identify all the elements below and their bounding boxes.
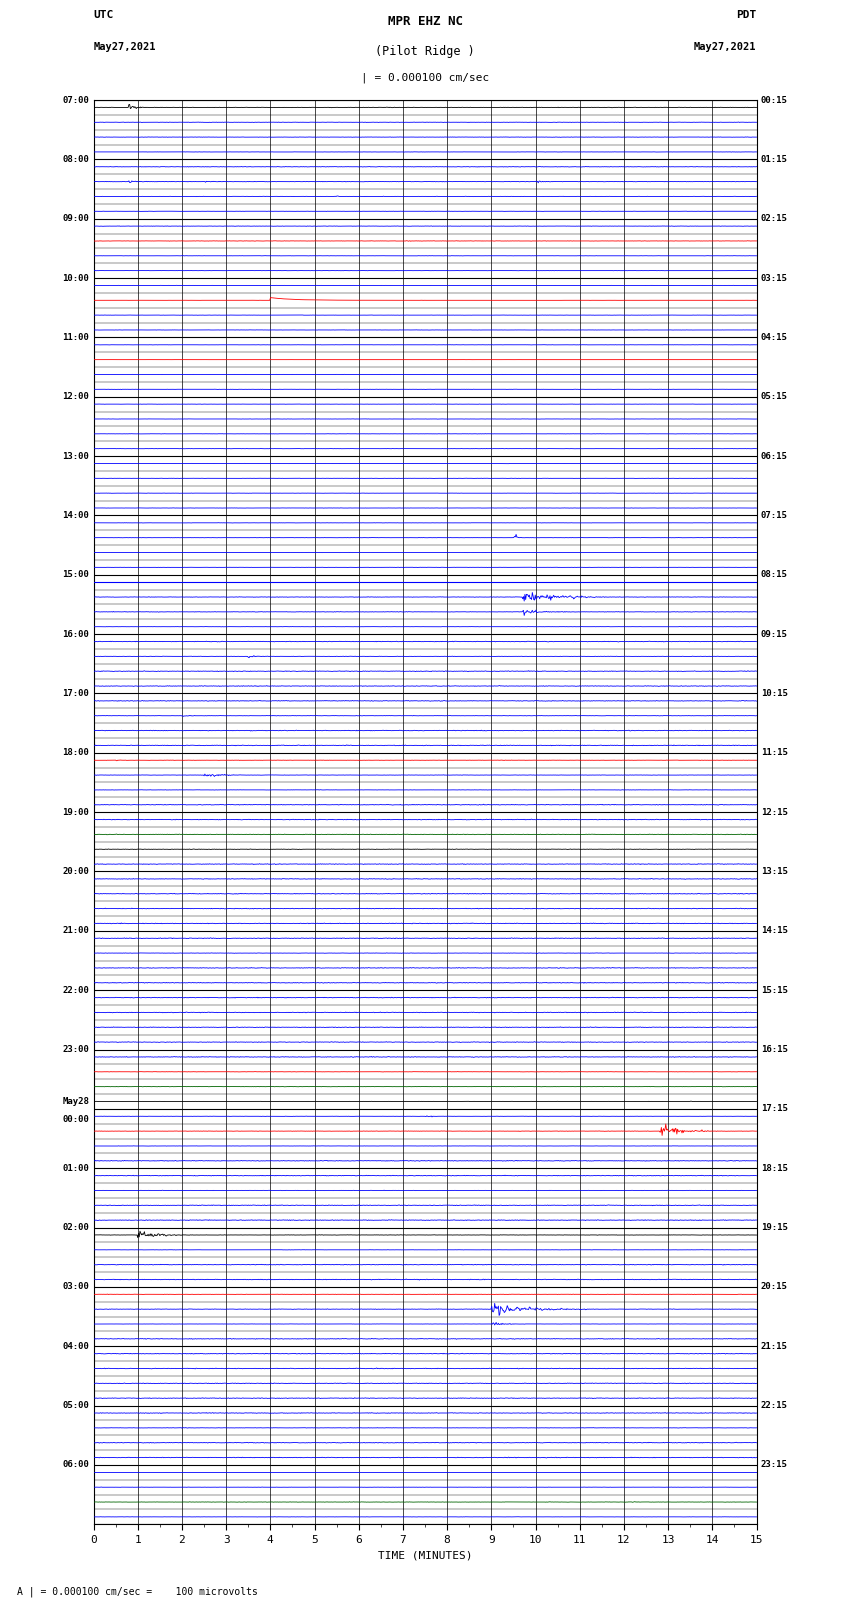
Text: 04:00: 04:00: [62, 1342, 89, 1350]
Text: 12:15: 12:15: [761, 808, 788, 816]
Text: 06:00: 06:00: [62, 1460, 89, 1469]
Text: 00:15: 00:15: [761, 95, 788, 105]
Text: 17:15: 17:15: [761, 1105, 788, 1113]
Text: 21:00: 21:00: [62, 926, 89, 936]
Text: May27,2021: May27,2021: [94, 42, 156, 52]
Text: 06:15: 06:15: [761, 452, 788, 461]
Text: 23:00: 23:00: [62, 1045, 89, 1053]
Text: 11:15: 11:15: [761, 748, 788, 756]
Text: 19:00: 19:00: [62, 808, 89, 816]
Text: 18:00: 18:00: [62, 748, 89, 756]
Text: 08:15: 08:15: [761, 571, 788, 579]
Text: 12:00: 12:00: [62, 392, 89, 402]
Text: 10:15: 10:15: [761, 689, 788, 698]
Text: 17:00: 17:00: [62, 689, 89, 698]
Text: May28: May28: [62, 1097, 89, 1105]
Text: 21:15: 21:15: [761, 1342, 788, 1350]
Text: 13:00: 13:00: [62, 452, 89, 461]
Text: | = 0.000100 cm/sec: | = 0.000100 cm/sec: [361, 73, 489, 82]
Text: 04:15: 04:15: [761, 332, 788, 342]
Text: 07:00: 07:00: [62, 95, 89, 105]
Text: 05:15: 05:15: [761, 392, 788, 402]
Text: 05:00: 05:00: [62, 1402, 89, 1410]
Text: 13:15: 13:15: [761, 868, 788, 876]
Text: 10:00: 10:00: [62, 274, 89, 282]
Text: 09:00: 09:00: [62, 215, 89, 223]
Text: 16:15: 16:15: [761, 1045, 788, 1053]
Text: 15:00: 15:00: [62, 571, 89, 579]
Text: May27,2021: May27,2021: [694, 42, 756, 52]
Text: 00:00: 00:00: [62, 1115, 89, 1124]
Text: 11:00: 11:00: [62, 332, 89, 342]
Text: 09:15: 09:15: [761, 629, 788, 639]
Text: PDT: PDT: [736, 10, 756, 19]
Text: 03:15: 03:15: [761, 274, 788, 282]
Text: 22:15: 22:15: [761, 1402, 788, 1410]
Text: 14:00: 14:00: [62, 511, 89, 519]
Text: 08:00: 08:00: [62, 155, 89, 165]
Text: UTC: UTC: [94, 10, 114, 19]
Text: 03:00: 03:00: [62, 1282, 89, 1292]
Text: 02:00: 02:00: [62, 1223, 89, 1232]
Text: 14:15: 14:15: [761, 926, 788, 936]
Text: 22:00: 22:00: [62, 986, 89, 995]
Text: 19:15: 19:15: [761, 1223, 788, 1232]
X-axis label: TIME (MINUTES): TIME (MINUTES): [377, 1550, 473, 1560]
Text: 07:15: 07:15: [761, 511, 788, 519]
Text: 23:15: 23:15: [761, 1460, 788, 1469]
Text: (Pilot Ridge ): (Pilot Ridge ): [375, 45, 475, 58]
Text: 02:15: 02:15: [761, 215, 788, 223]
Text: A | = 0.000100 cm/sec =    100 microvolts: A | = 0.000100 cm/sec = 100 microvolts: [17, 1586, 258, 1597]
Text: 18:15: 18:15: [761, 1163, 788, 1173]
Text: 16:00: 16:00: [62, 629, 89, 639]
Text: 15:15: 15:15: [761, 986, 788, 995]
Text: 20:00: 20:00: [62, 868, 89, 876]
Text: MPR EHZ NC: MPR EHZ NC: [388, 15, 462, 27]
Text: 20:15: 20:15: [761, 1282, 788, 1292]
Text: 01:00: 01:00: [62, 1163, 89, 1173]
Text: 01:15: 01:15: [761, 155, 788, 165]
